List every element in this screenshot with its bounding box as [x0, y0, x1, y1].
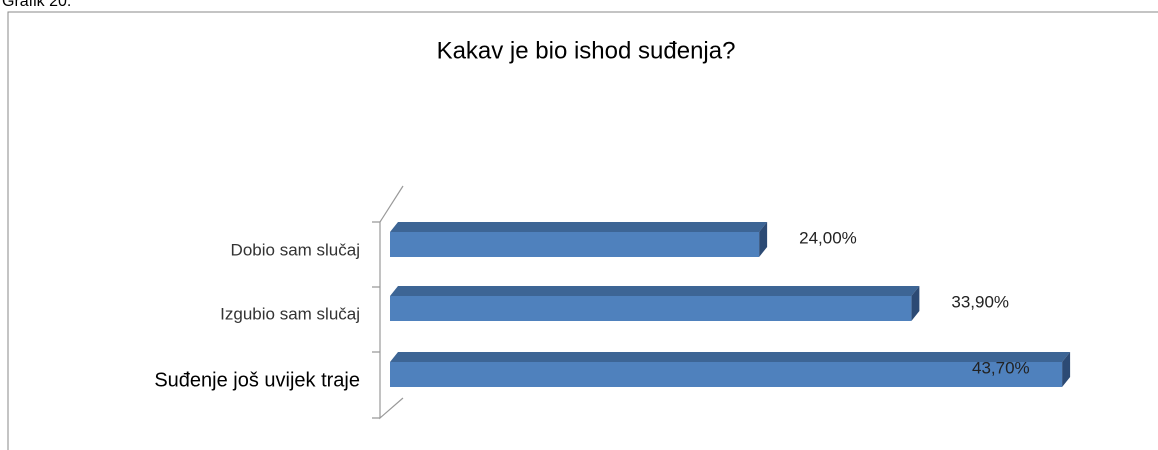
bar-front	[390, 296, 912, 321]
value-label: 43,70%	[972, 358, 1030, 377]
bar-end	[1062, 352, 1071, 387]
frame	[7, 11, 1158, 450]
value-label: 24,00%	[799, 228, 857, 247]
category-label: Dobio sam slučaj	[231, 240, 360, 259]
axis-wall	[372, 185, 404, 420]
caption: Grafik 20.	[2, 0, 71, 10]
bar-end	[759, 222, 768, 257]
bar-front	[390, 362, 1063, 387]
bar	[390, 286, 920, 321]
bar	[390, 222, 768, 257]
bar-top	[390, 222, 768, 232]
bar-front	[390, 232, 760, 257]
chart-title: Kakav je bio ishod suđenja?	[437, 37, 736, 64]
category-label: Izgubio sam slučaj	[220, 304, 360, 323]
bar-end	[911, 286, 920, 321]
bar-top	[390, 352, 1071, 362]
bar	[390, 352, 1071, 387]
bar-top	[390, 286, 920, 296]
value-label: 33,90%	[951, 292, 1009, 311]
category-label: Suđenje još uvijek traje	[154, 369, 360, 391]
